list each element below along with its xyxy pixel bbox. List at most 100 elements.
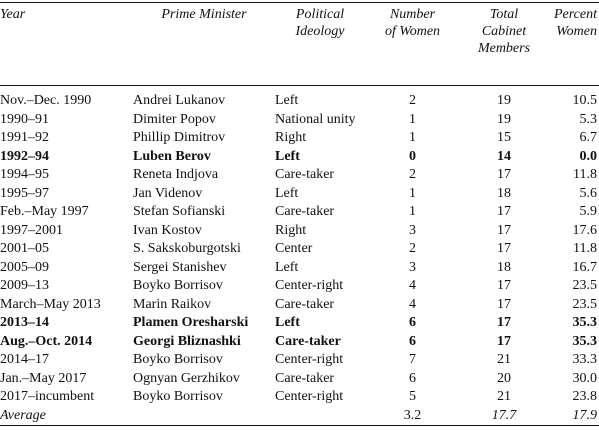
table-cell: Center-right [275, 352, 344, 367]
table-cell: 2001–05 [0, 241, 49, 256]
table-cell: 17 [497, 241, 511, 256]
table-cell: Nov.–Dec. 1990 [0, 93, 92, 108]
table-cell: 3.2 [365, 406, 460, 426]
table-cell: 1995–97 [0, 185, 49, 201]
table-cell: 3 [409, 222, 416, 238]
table-cell: Center [275, 241, 313, 256]
table-cell: Care-taker [275, 167, 335, 182]
header-line: Prime Minister [161, 7, 247, 22]
table-cell: 23.5 [572, 296, 598, 312]
table-row: 2009–13 Boyko Borrisov Center-right 4 17 23.5 [0, 277, 599, 296]
table-cell: 16.7 [572, 259, 598, 275]
table-cell: 21 [497, 389, 511, 404]
table-cell: 1990–91 [0, 111, 49, 127]
table-cell [133, 406, 275, 426]
table-cell: Sergei Stanishev [133, 259, 227, 275]
table-cell: 1 [409, 130, 416, 145]
table-cell: Average [0, 406, 133, 426]
column-header: Number of Women [365, 2, 460, 86]
table-cell: Andrei Lukanov [133, 93, 226, 108]
header-line: of Women [384, 24, 441, 39]
table-cell: 5 [409, 389, 416, 404]
column-header: Prime Minister [133, 2, 275, 86]
table-cell: 17 [497, 333, 511, 349]
header-line: Ideology [295, 24, 345, 39]
table-cell: 5.6 [579, 185, 598, 201]
table-cell: 23.8 [572, 389, 598, 404]
table-cell: 1991–92 [0, 130, 49, 145]
table-cell: Left [275, 315, 300, 330]
table-cell: 11.8 [573, 167, 597, 182]
table-cell: 2005–09 [0, 259, 49, 275]
table-cell: 2 [409, 241, 416, 256]
table-cell [275, 406, 365, 426]
table-cell: 6 [409, 333, 416, 349]
header-line: Year [0, 7, 26, 22]
table-cell: 1 [409, 111, 416, 127]
table-row: 1991–92 Phillip Dimitrov Right 1 15 6.7 [0, 129, 599, 148]
table-cell: 11.8 [573, 241, 597, 256]
table-cell: Phillip Dimitrov [133, 130, 226, 145]
table-cell: Dimiter Popov [133, 111, 216, 127]
header-line: Political [295, 7, 345, 22]
table-cell: Care-taker [275, 204, 335, 219]
table-row: 2013–14 Plamen Oresharski Left 6 17 35.3 [0, 314, 599, 333]
table-cell: Left [275, 259, 299, 275]
table-cell: 6 [409, 370, 416, 386]
table-cell: Aug.–Oct. 2014 [0, 333, 93, 349]
table-cell: Center-right [275, 278, 344, 293]
table-cell: 5.3 [579, 111, 598, 127]
table-cell: 17 [497, 167, 511, 182]
table-cell: 1 [409, 204, 416, 219]
table-cell: 23.5 [572, 278, 598, 293]
table-cell: 30.0 [572, 370, 598, 386]
average-row: Average 3.2 17.7 17.9 [0, 406, 599, 426]
table-cell: 1994–95 [0, 167, 49, 182]
column-header: Year [0, 2, 133, 86]
table-cell: 2014–17 [0, 352, 49, 367]
table-cell: Ognyan Gerzhikov [133, 370, 240, 386]
table-cell: 17 [497, 204, 511, 219]
table-cell: 6.7 [579, 130, 598, 145]
table-row: Aug.–Oct. 2014 Georgi Bliznashki Care-take… [0, 333, 599, 352]
table-cell: Left [275, 93, 299, 108]
table-row: 1990–91 Dimiter Popov National unity 1 19 5.3 [0, 111, 599, 130]
table-cell: 35.3 [572, 333, 598, 349]
table-body: Nov.–Dec. 1990 Andrei Lukanov Left 2 19 10.5 1… [0, 86, 599, 426]
table-cell: 17.6 [572, 222, 598, 238]
table-cell: Care-taker [275, 333, 341, 349]
table-cell: 18 [497, 185, 511, 201]
header-line: Women [556, 24, 597, 39]
table-cell: 21 [497, 352, 511, 367]
table-cell: Boyko Borrisov [133, 278, 223, 293]
header-line: Cabinet [481, 24, 527, 39]
table-cell: Ivan Kostov [133, 222, 202, 238]
table-cell: 6 [409, 315, 416, 330]
table-cell: 19 [497, 111, 511, 127]
table-cell: 17 [497, 296, 511, 312]
table-cell: 17 [497, 222, 511, 238]
table-cell: 1992–94 [0, 148, 49, 164]
table-cell: Right [275, 130, 307, 145]
table-cell: Boyko Borrisov [133, 352, 223, 367]
table-cell: National unity [275, 111, 356, 127]
table-cell: 1997–2001 [0, 222, 63, 238]
table-row: Jan.–May 2017 Ognyan Gerzhikov Care-taker 6… [0, 370, 599, 389]
table-cell: 4 [409, 278, 416, 293]
table-cell: 4 [409, 296, 416, 312]
header-line: Total [489, 7, 519, 22]
table-cell: Reneta Indjova [133, 167, 219, 182]
table-cell: Right [275, 222, 307, 238]
table-cell: Care-taker [275, 296, 335, 312]
table-row: Feb.–May 1997 Stefan Sofianski Care-taker 1… [0, 203, 599, 222]
table-cell: Boyko Borrisov [133, 389, 223, 404]
table-cell: 0.0 [579, 148, 598, 164]
table-cell: Stefan Sofianski [133, 204, 226, 219]
header-line: Percent [553, 7, 597, 22]
table-cell: 2017–incumbent [0, 389, 95, 404]
column-header: Total Cabinet Members [460, 2, 548, 86]
table-cell: 17.9 [548, 406, 599, 426]
table-row: 1992–94 Luben Berov Left 0 14 0.0 [0, 148, 599, 167]
table-cell: 7 [409, 352, 416, 367]
table-row: 1995–97 Jan Videnov Left 1 18 5.6 [0, 185, 599, 204]
